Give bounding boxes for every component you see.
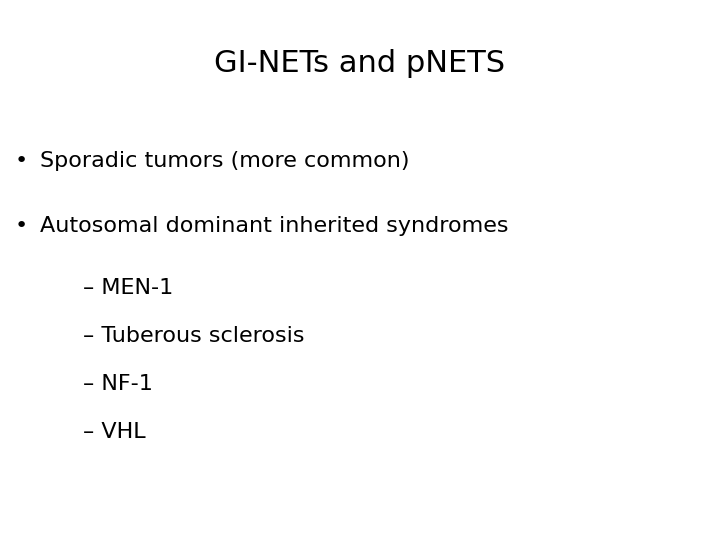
Text: •: • (14, 216, 27, 236)
Text: GI-NETs and pNETS: GI-NETs and pNETS (215, 49, 505, 78)
Text: Sporadic tumors (more common): Sporadic tumors (more common) (40, 151, 409, 171)
Text: – VHL: – VHL (83, 422, 145, 442)
Text: – NF-1: – NF-1 (83, 374, 153, 394)
Text: – Tuberous sclerosis: – Tuberous sclerosis (83, 326, 305, 346)
Text: – MEN-1: – MEN-1 (83, 278, 173, 298)
Text: •: • (14, 151, 27, 171)
Text: Autosomal dominant inherited syndromes: Autosomal dominant inherited syndromes (40, 216, 508, 236)
